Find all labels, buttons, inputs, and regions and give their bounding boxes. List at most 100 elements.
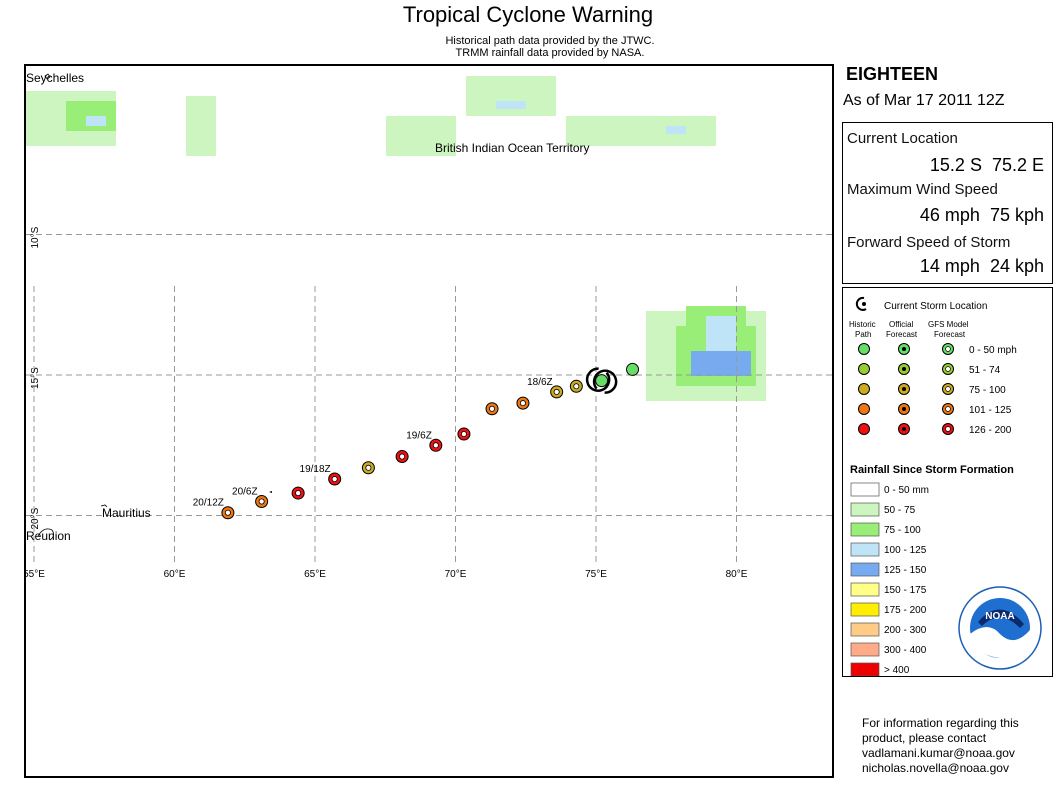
track-point[interactable] bbox=[255, 495, 269, 508]
rain-legend-label: 175 - 200 bbox=[884, 605, 927, 616]
max-wind-value: 46 mph 75 kph bbox=[919, 205, 1044, 225]
rain-swatch bbox=[850, 482, 880, 497]
rainfall-cell bbox=[186, 96, 216, 156]
label-mauritius: Mauritius bbox=[102, 506, 151, 520]
rain-swatch bbox=[850, 502, 880, 517]
rainfall-cell bbox=[691, 351, 751, 376]
rain-legend-label: 50 - 75 bbox=[884, 505, 916, 516]
seychelles-island bbox=[44, 73, 51, 80]
rain-swatch bbox=[850, 522, 880, 537]
rainfall-cell bbox=[86, 116, 106, 126]
current-storm-point bbox=[595, 374, 609, 388]
rain-swatch bbox=[850, 542, 880, 557]
legend-col-official: Official bbox=[889, 320, 914, 329]
track-point[interactable] bbox=[395, 450, 409, 464]
rain-legend-label: 125 - 150 bbox=[884, 565, 927, 576]
reunion-island bbox=[37, 528, 54, 541]
rain-swatch bbox=[850, 582, 880, 597]
lon-tick-label: 70°E bbox=[445, 569, 467, 580]
rain-legend-label: 300 - 400 bbox=[884, 645, 927, 656]
legend-canvas: Current Storm Location Historic Path Off… bbox=[849, 296, 1017, 677]
track-point[interactable] bbox=[221, 506, 235, 520]
as-of-date: As of Mar 17 2011 12Z bbox=[843, 92, 1005, 109]
lat-tick-label: 20°S bbox=[30, 507, 41, 529]
rainfall-cell bbox=[386, 116, 456, 156]
contact-info: For information regarding this product, … bbox=[862, 716, 1019, 776]
mauritius-island bbox=[100, 504, 108, 508]
rain-legend-label: 200 - 300 bbox=[884, 625, 927, 636]
track-point[interactable] bbox=[569, 379, 583, 393]
rain-legend-label: 100 - 125 bbox=[884, 545, 927, 556]
legend-official-dot bbox=[902, 367, 906, 371]
track-point[interactable] bbox=[626, 362, 640, 376]
legend-speed-label: 101 - 125 bbox=[969, 405, 1012, 416]
track-point-label: 18/6Z bbox=[527, 377, 553, 388]
rain-legend-label: 150 - 175 bbox=[884, 585, 927, 596]
legend-historic-marker bbox=[858, 363, 870, 375]
legend-speed-label: 51 - 74 bbox=[969, 365, 1001, 376]
speed-legend-rows: 0 - 50 mph 51 - 74 75 - 100 101 - 125 126 - … bbox=[858, 343, 1017, 436]
lon-tick-label: 75°E bbox=[585, 569, 607, 580]
rainfall-layer bbox=[26, 76, 766, 401]
page-title: Tropical Cyclone Warning bbox=[402, 2, 654, 27]
legend-col-historic-2: Path bbox=[855, 330, 871, 339]
rodrigues-island bbox=[269, 491, 272, 493]
legend-official-dot bbox=[902, 427, 906, 431]
label-biot: British Indian Ocean Territory bbox=[435, 141, 590, 155]
track-point[interactable] bbox=[291, 486, 305, 500]
lon-tick-label: 80°E bbox=[726, 569, 748, 580]
legend-gfs-dot bbox=[945, 426, 951, 432]
lon-tick-label: 55°E bbox=[26, 569, 45, 580]
lat-tick-label: 10°S bbox=[30, 226, 41, 248]
track-point[interactable] bbox=[429, 438, 443, 452]
track-point-label: 20/12Z bbox=[193, 498, 224, 509]
legend-official-dot bbox=[902, 347, 906, 351]
rain-swatch bbox=[850, 562, 880, 577]
max-wind-label: Maximum Wind Speed bbox=[847, 181, 998, 198]
track-point[interactable] bbox=[328, 472, 342, 486]
storm-map[interactable]: Seychelles British Indian Ocean Territor… bbox=[24, 64, 834, 778]
legend-gfs-dot bbox=[945, 406, 951, 412]
forward-speed-value: 14 mph 24 kph bbox=[919, 256, 1044, 276]
legend-col-official-2: Forecast bbox=[886, 330, 918, 339]
rain-swatch bbox=[850, 622, 880, 637]
contact-line-2: product, please contact bbox=[862, 731, 987, 745]
track-point[interactable] bbox=[361, 461, 375, 475]
rainfall-cell bbox=[496, 101, 526, 109]
current-location-label: Current Location bbox=[847, 130, 958, 147]
storm-swirl-icon bbox=[585, 367, 611, 392]
lat-tick-label: 15°S bbox=[30, 367, 41, 389]
rain-legend-label: > 400 bbox=[884, 665, 910, 676]
legend-official-dot bbox=[902, 407, 906, 411]
track-point[interactable] bbox=[516, 396, 530, 410]
legend-official-dot bbox=[902, 387, 906, 391]
current-storm-marker bbox=[585, 367, 618, 394]
label-reunion: Reunion bbox=[26, 529, 71, 543]
credit-jtwc: Historical path data provided by the JTW… bbox=[445, 35, 655, 47]
legend-current-label: Current Storm Location bbox=[884, 301, 987, 312]
current-storm-icon bbox=[855, 296, 867, 311]
contact-email-novella[interactable]: nicholas.novella@noaa.gov bbox=[862, 761, 1009, 775]
noaa-logo: NOAA bbox=[958, 586, 1042, 670]
map-canvas: Seychelles British Indian Ocean Territor… bbox=[26, 71, 832, 580]
track-point[interactable] bbox=[550, 385, 564, 399]
legend-speed-label: 75 - 100 bbox=[969, 385, 1006, 396]
rain-swatch bbox=[850, 602, 880, 617]
legend-col-historic: Historic bbox=[849, 320, 876, 329]
track-point-label: 20/6Z bbox=[232, 487, 258, 498]
rainfall-cell bbox=[466, 76, 556, 116]
legend-historic-marker bbox=[858, 343, 870, 355]
legend-gfs-dot bbox=[945, 366, 951, 372]
track-point[interactable] bbox=[457, 427, 471, 441]
legend-col-gfs: GFS Model bbox=[928, 320, 969, 329]
credit-nasa: TRMM rainfall data provided by NASA. bbox=[455, 47, 645, 59]
label-seychelles: Seychelles bbox=[26, 71, 84, 85]
legend-historic-marker bbox=[858, 423, 870, 435]
legend-historic-marker bbox=[858, 403, 870, 415]
rain-swatch bbox=[850, 662, 880, 677]
noaa-logo-text: NOAA bbox=[985, 611, 1014, 622]
contact-email-kumar[interactable]: vadlamani.kumar@noaa.gov bbox=[862, 746, 1015, 760]
track-point[interactable] bbox=[485, 402, 499, 416]
storm-info-panel: Current Location 15.2 S 75.2 E Maximum W… bbox=[842, 122, 1053, 284]
storm-track: 20/12Z 20/6Z 19/18Z 19/6Z 18/6Z bbox=[193, 362, 640, 520]
